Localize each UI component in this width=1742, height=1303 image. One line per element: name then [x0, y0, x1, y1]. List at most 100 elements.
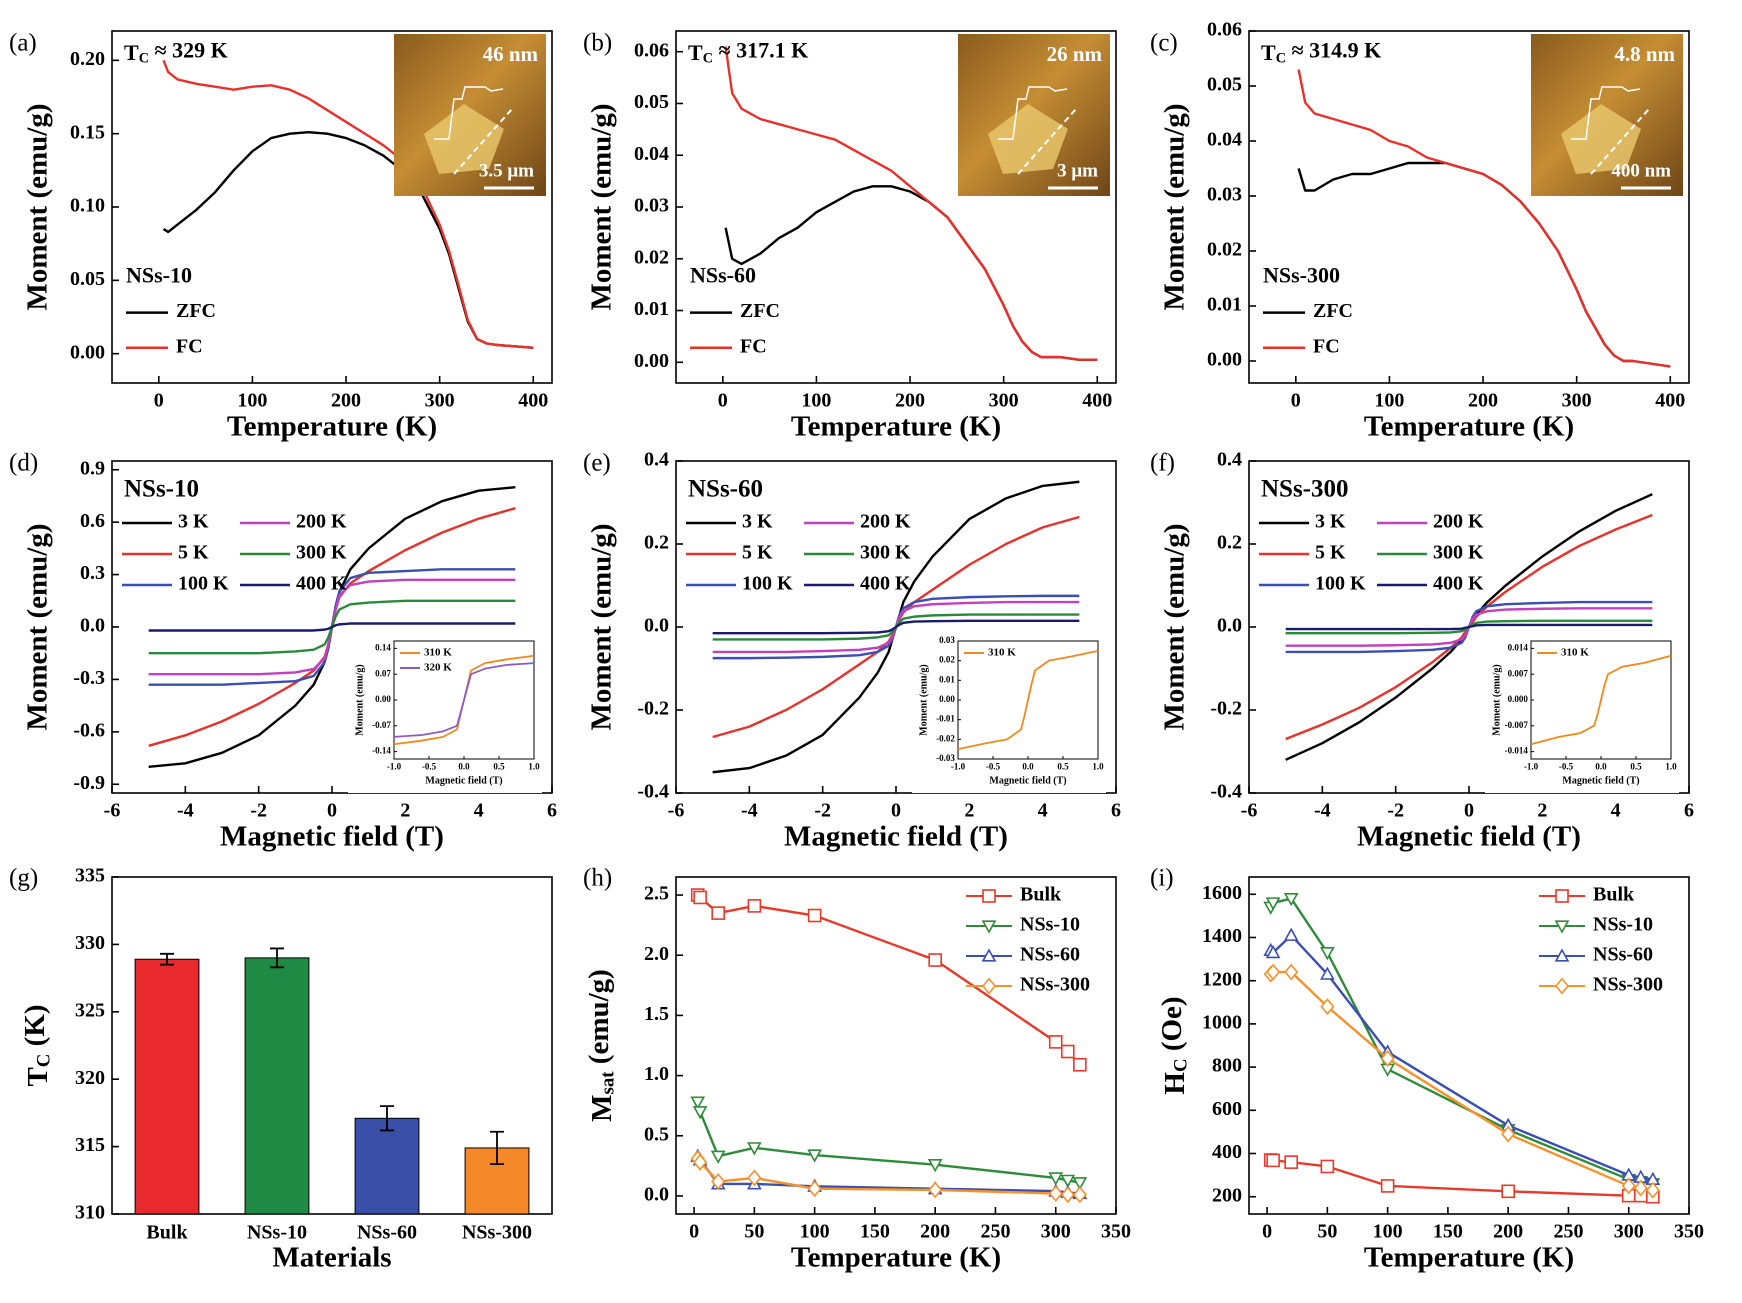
x-tick-label: 1.0: [528, 762, 540, 772]
legend-label: NSs-10: [1593, 914, 1653, 936]
legend-label: FC: [1313, 335, 1340, 357]
y-tick-label: 0.07: [375, 668, 391, 678]
y-tick-label: 0.014: [1508, 642, 1529, 652]
x-tick-label: 0: [718, 390, 728, 412]
x-tick-label: 4: [1611, 800, 1621, 822]
x-tick-label: 0: [1464, 800, 1474, 822]
x-tick-label: NSs-10: [247, 1222, 307, 1244]
x-axis-title: Temperature (K): [791, 1242, 1001, 1274]
legend-label: FC: [176, 335, 203, 357]
y-tick-label: -0.9: [73, 772, 105, 794]
y-tick-label: 0.14: [375, 642, 391, 652]
x-tick-label: 0: [1262, 1221, 1272, 1243]
afm-height-label: 4.8 nm: [1614, 42, 1675, 66]
y-tick-label: 1600: [1202, 882, 1242, 904]
y-tick-label: 0.00: [634, 350, 669, 372]
series-line: [1530, 654, 1672, 746]
panel-label: (d): [9, 450, 38, 477]
annotation: TC ≈ 314.9 K: [1261, 38, 1381, 67]
x-tick-label: 100: [801, 390, 831, 412]
x-tick-label: 300: [1562, 390, 1592, 412]
y-tick-label: -0.3: [73, 667, 105, 689]
legend-label: 200 K: [860, 511, 911, 533]
y-tick-label: 0.00: [1207, 349, 1242, 371]
x-tick-label: 200: [331, 390, 361, 412]
y-axis-title-part: H: [1159, 1072, 1191, 1095]
plot-frame: [1248, 876, 1690, 1215]
plot-frame: [957, 640, 1099, 760]
y-axis-title: Moment (emu/g): [1491, 664, 1502, 735]
x-tick-label: 0: [891, 800, 901, 822]
series-line: [724, 46, 1098, 361]
y-tick-label: 0.04: [1207, 129, 1242, 151]
error-bar: [490, 1130, 504, 1166]
y-tick-label: 0.4: [644, 449, 669, 471]
series-line: [1297, 69, 1671, 368]
inset-background: [912, 633, 1106, 793]
y-tick-label: 600: [1212, 1098, 1242, 1120]
y-tick-label: -0.6: [73, 719, 105, 741]
panel-label: (f): [1150, 450, 1175, 477]
marker: [1048, 1172, 1064, 1186]
marker: [692, 1106, 708, 1120]
y-tick-label: 0.3: [80, 562, 105, 584]
x-tick-label: 400: [1655, 390, 1685, 412]
y-tick-label: 0.05: [634, 91, 669, 113]
x-tick-label: 6: [1111, 800, 1121, 822]
x-tick-label: -4: [177, 800, 194, 822]
x-tick-label: 300: [989, 390, 1019, 412]
y-tick-label: 1.5: [644, 1003, 669, 1025]
series-line: [162, 59, 534, 349]
x-tick-label: 150: [860, 1221, 890, 1243]
afm-scan-line: [1590, 108, 1650, 175]
legend-label: Bulk: [1020, 884, 1062, 906]
x-tick-label: 200: [920, 1221, 950, 1243]
y-axis-title: Moment (emu/g): [918, 664, 929, 735]
x-tick-label: 0.0: [458, 762, 470, 772]
y-tick-label: -0.2: [637, 698, 669, 720]
afm-profile: [1571, 86, 1641, 140]
marker: [1072, 1186, 1087, 1204]
marker: [1266, 1153, 1280, 1168]
marker: [981, 977, 997, 995]
y-tick-label: -0.4: [1210, 781, 1242, 803]
legend-label: 5 K: [742, 542, 773, 564]
y-tick-label: 0.000: [1508, 694, 1529, 704]
panel-label: (g): [9, 865, 38, 892]
x-tick-label: 150: [1433, 1221, 1463, 1243]
y-tick-label: 400: [1212, 1141, 1242, 1163]
x-tick-label: 50: [744, 1221, 764, 1243]
afm-scale-label: 400 nm: [1611, 160, 1671, 181]
y-tick-label: 2.0: [644, 943, 669, 965]
x-tick-label: 0.0: [1595, 762, 1607, 772]
legend-label: 100 K: [1315, 573, 1366, 595]
y-tick-label: 0.02: [939, 655, 955, 665]
y-tick-label: 0.007: [1508, 668, 1529, 678]
y-tick-label: 0.0: [80, 615, 105, 637]
legend-label: NSs-10: [1020, 914, 1080, 936]
annotation-part: T: [1261, 40, 1276, 65]
bar: [134, 958, 200, 1215]
y-tick-label: 0.00: [375, 694, 391, 704]
legend-label: 100 K: [742, 573, 793, 595]
y-tick-label: 0.06: [1207, 19, 1242, 41]
x-tick-label: 300: [1041, 1221, 1071, 1243]
legend-label: NSs-300: [1593, 974, 1663, 996]
y-axis-title-part: (Oe): [1156, 996, 1188, 1058]
marker: [1265, 944, 1281, 959]
legend-label: 3 K: [178, 511, 209, 533]
marker: [1073, 1057, 1087, 1072]
x-tick-label: 400: [518, 390, 548, 412]
y-tick-label: -0.01: [936, 714, 955, 724]
x-tick-label: 2: [964, 800, 974, 822]
marker: [711, 906, 725, 920]
legend-label: 200 K: [296, 511, 347, 533]
y-tick-label: 0.15: [70, 121, 105, 143]
x-axis-title: Temperature (K): [1364, 411, 1574, 443]
y-axis-title: Moment (emu/g): [586, 104, 618, 311]
marker: [807, 1180, 822, 1198]
legend-label: 5 K: [1315, 542, 1346, 564]
marker: [693, 890, 707, 905]
x-tick-label: 300: [1614, 1221, 1644, 1243]
